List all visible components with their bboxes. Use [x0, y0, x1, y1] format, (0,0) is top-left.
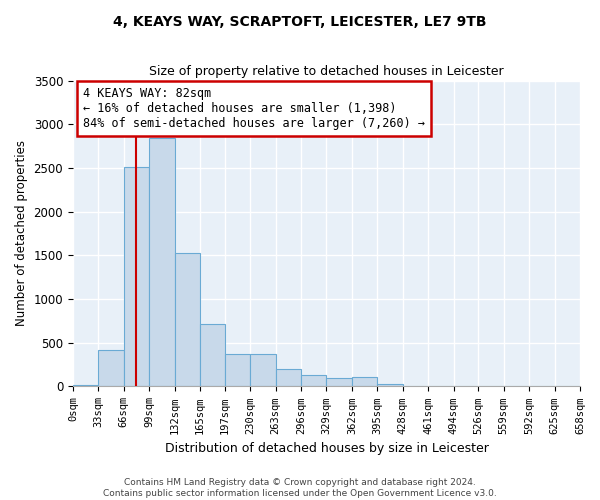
Bar: [250, 354, 275, 386]
Title: Size of property relative to detached houses in Leicester: Size of property relative to detached ho…: [149, 65, 504, 78]
Bar: [352, 377, 377, 386]
Bar: [124, 167, 149, 386]
Text: 4 KEAYS WAY: 82sqm
← 16% of detached houses are smaller (1,398)
84% of semi-deta: 4 KEAYS WAY: 82sqm ← 16% of detached hou…: [83, 86, 425, 130]
Text: 4, KEAYS WAY, SCRAPTOFT, LEICESTER, LE7 9TB: 4, KEAYS WAY, SCRAPTOFT, LEICESTER, LE7 …: [113, 15, 487, 29]
Bar: [200, 324, 225, 386]
Bar: [149, 138, 175, 386]
Y-axis label: Number of detached properties: Number of detached properties: [15, 140, 28, 326]
Bar: [73, 384, 98, 386]
Bar: [98, 350, 124, 387]
Bar: [301, 375, 326, 386]
Bar: [225, 354, 250, 386]
Bar: [326, 378, 352, 386]
Text: Contains HM Land Registry data © Crown copyright and database right 2024.
Contai: Contains HM Land Registry data © Crown c…: [103, 478, 497, 498]
X-axis label: Distribution of detached houses by size in Leicester: Distribution of detached houses by size …: [164, 442, 488, 455]
Bar: [175, 252, 200, 386]
Bar: [275, 369, 301, 386]
Bar: [377, 384, 403, 386]
